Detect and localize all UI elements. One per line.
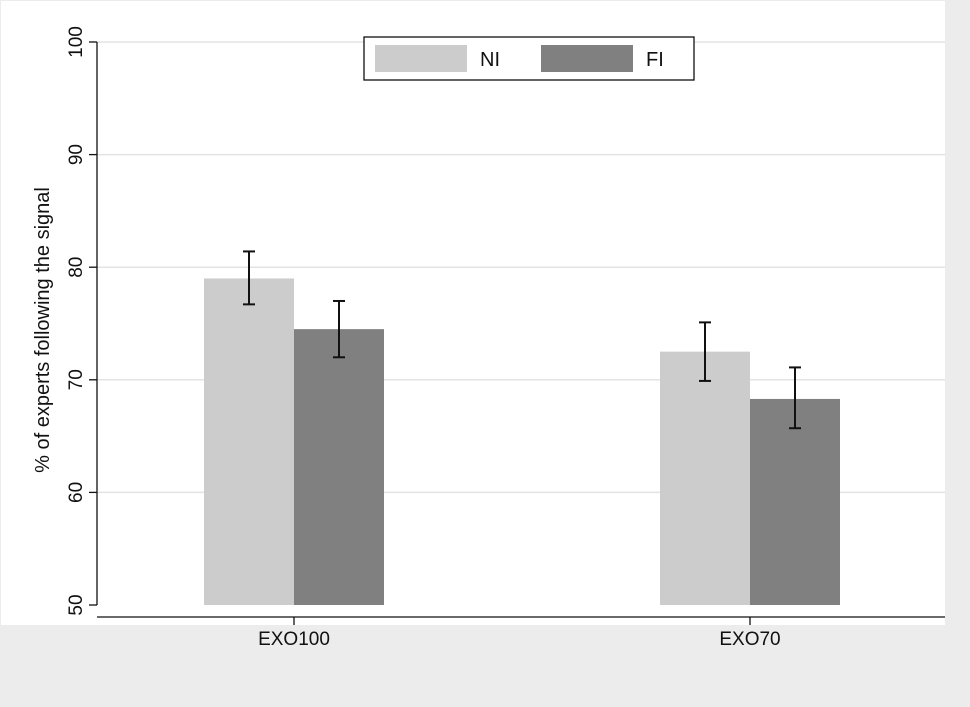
bar-ni-exo70 (660, 351, 750, 605)
legend-swatch-ni (375, 45, 467, 72)
x-tick-label: EXO100 (258, 629, 330, 650)
y-tick-label: 100 (66, 26, 87, 58)
y-tick-label: 50 (66, 594, 87, 615)
y-tick-label: 90 (66, 144, 87, 165)
bars (204, 278, 840, 605)
y-axis-title: % of experts following the signal (32, 187, 54, 473)
bar-ni-exo100 (204, 278, 294, 605)
legend-label-ni: NI (480, 49, 500, 71)
legend-swatch-fi (541, 45, 633, 72)
legend-label-fi: FI (646, 49, 664, 71)
y-tick-label: 80 (66, 257, 87, 278)
y-tick-label: 60 (66, 482, 87, 503)
bar-fi-exo100 (294, 329, 384, 605)
error-bars (243, 250, 801, 430)
x-tick-label: EXO70 (719, 629, 780, 650)
y-tick-label: 70 (66, 369, 87, 390)
bar-fi-exo70 (750, 398, 840, 605)
legend: NI FI (363, 36, 695, 81)
axes: 50 60 70 80 90 100 EXO100 EXO70 (66, 26, 945, 650)
